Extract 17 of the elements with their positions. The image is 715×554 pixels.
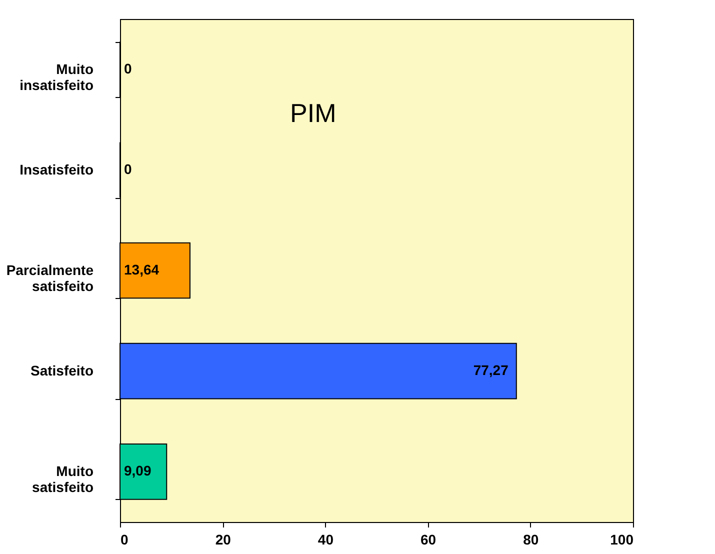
data-label: 9,09 <box>124 462 152 479</box>
x-tick-label: 40 <box>318 532 334 548</box>
x-tick-label: 20 <box>215 532 232 548</box>
x-tick-label: 100 <box>610 532 634 548</box>
data-label: 0 <box>124 160 132 177</box>
data-label: 77,27 <box>473 362 509 378</box>
y-tick-label: Insatisfeito <box>20 161 94 178</box>
y-tick-label: Muito satisfeito <box>32 463 94 496</box>
y-tick-label: Parcialmente satisfeito <box>6 262 94 294</box>
text: PIM <box>290 98 336 128</box>
data-label: 0 <box>124 60 132 76</box>
data-label: 13,64 <box>124 262 160 278</box>
x-tick-label: 80 <box>523 532 539 548</box>
y-tick-label: Satisfeito <box>30 362 94 379</box>
x-tick-label: 60 <box>420 532 436 548</box>
x-tick-label: 0 <box>120 532 128 548</box>
y-tick-label: Muito insatisfeito <box>20 60 94 93</box>
